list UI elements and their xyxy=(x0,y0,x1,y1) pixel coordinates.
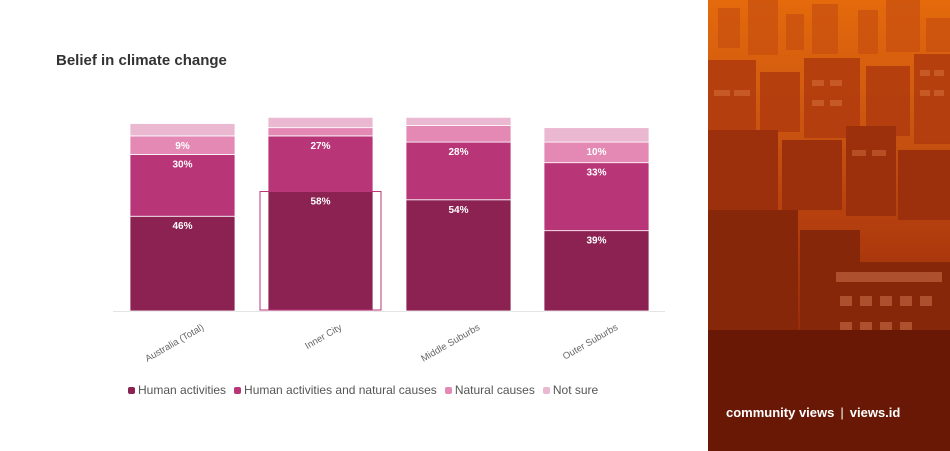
data-label-outer-suburbs-human-activities-and-natural-causes: 33% xyxy=(586,168,606,179)
legend-label: Human activities and natural causes xyxy=(244,383,437,397)
bar-segment-australia-total-not-sure[interactable] xyxy=(129,123,236,137)
x-tick-label-australia-total: Australia (Total) xyxy=(143,322,206,365)
legend-swatch xyxy=(542,386,550,394)
city-skyline-image xyxy=(708,0,950,451)
brand-signature: community views | views.id xyxy=(726,405,900,420)
data-label-australia-total-human-activities-and-natural-causes: 30% xyxy=(172,159,192,170)
data-label-middle-suburbs-human-activities: 54% xyxy=(448,205,468,216)
x-tick-label-middle-suburbs: Middle Suburbs xyxy=(419,322,482,365)
data-label-outer-suburbs-natural-causes: 10% xyxy=(586,147,606,158)
legend-swatch xyxy=(444,386,452,394)
x-tick-label-inner-city: Inner City xyxy=(303,322,344,352)
legend-label: Natural causes xyxy=(454,383,535,397)
data-label-middle-suburbs-human-activities-and-natural-causes: 28% xyxy=(448,147,468,158)
data-label-australia-total-human-activities: 46% xyxy=(172,221,192,232)
brand-name: community views xyxy=(726,405,835,420)
data-label-inner-city-human-activities: 58% xyxy=(310,197,330,208)
bar-segment-inner-city-not-sure[interactable] xyxy=(267,116,374,129)
legend: Human activities Human activities and nat… xyxy=(128,383,606,397)
data-label-inner-city-human-activities-and-natural-causes: 27% xyxy=(310,141,330,152)
legend-label: Not sure xyxy=(552,383,599,397)
highlight-outline-inner-city xyxy=(259,191,382,311)
bar-segment-inner-city-human-activities-and-natural-causes[interactable] xyxy=(267,135,374,192)
legend-swatch xyxy=(128,386,135,394)
bar-segment-inner-city-natural-causes[interactable] xyxy=(267,127,374,137)
bar-segment-outer-suburbs-human-activities[interactable] xyxy=(543,230,650,312)
bar-segment-middle-suburbs-human-activities[interactable] xyxy=(405,199,512,312)
legend-swatch xyxy=(234,386,242,394)
bar-segment-outer-suburbs-human-activities-and-natural-causes[interactable] xyxy=(543,162,650,232)
brand-site: views.id xyxy=(849,405,901,420)
bar-segment-outer-suburbs-not-sure[interactable] xyxy=(543,127,650,143)
legend-label: Human activities xyxy=(138,383,227,397)
data-label-outer-suburbs-human-activities: 39% xyxy=(586,236,606,247)
legend-item-natural-causes[interactable]: Natural causes xyxy=(444,383,535,397)
bar-segment-middle-suburbs-human-activities-and-natural-causes[interactable] xyxy=(405,141,512,201)
bar-segment-middle-suburbs-not-sure[interactable] xyxy=(405,116,512,127)
bar-segment-australia-total-human-activities-and-natural-causes[interactable] xyxy=(129,154,236,217)
legend-item-human-activities[interactable]: Human activities xyxy=(128,383,226,397)
x-tick-label-outer-suburbs: Outer Suburbs xyxy=(561,322,620,363)
brand-separator: | xyxy=(840,405,844,420)
bar-segment-middle-suburbs-natural-causes[interactable] xyxy=(405,125,512,143)
data-label-australia-total-natural-causes: 9% xyxy=(175,141,190,152)
legend-item-human-activities-and-natural-causes[interactable]: Human activities and natural causes xyxy=(234,383,437,397)
city-photo-panel: community views | views.id xyxy=(708,0,950,451)
legend-item-not-sure[interactable]: Not sure xyxy=(542,383,599,397)
bar-segment-inner-city-human-activities[interactable] xyxy=(267,191,374,312)
stacked-bar-chart: 46% 30% 9% Australia (Total) 58% 27% Inner Cit… xyxy=(113,116,665,365)
chart-title: Belief in climate change xyxy=(56,52,227,69)
chart-panel: Belief in climate change 46% 30% 9% Austral… xyxy=(56,52,665,397)
bar-segment-australia-total-human-activities[interactable] xyxy=(129,215,236,312)
